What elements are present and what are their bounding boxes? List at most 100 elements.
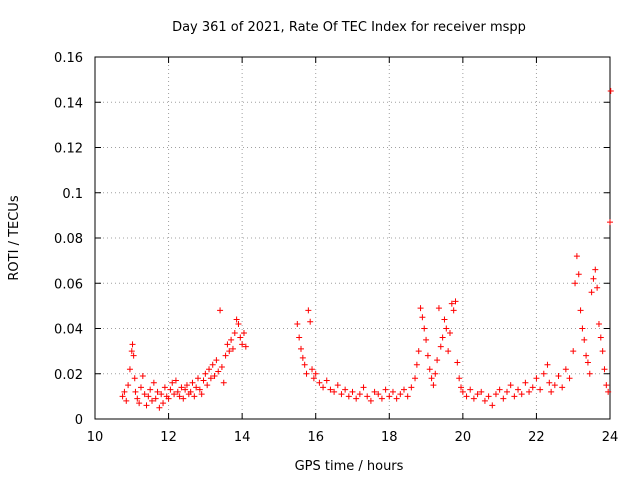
data-point (158, 391, 165, 398)
data-point (237, 334, 244, 341)
data-point (382, 386, 389, 393)
data-point (360, 384, 367, 391)
y-tick-label: 0.1 (62, 187, 83, 202)
data-point (307, 318, 314, 325)
data-point (240, 330, 247, 337)
data-point (235, 320, 242, 327)
data-point (537, 386, 544, 393)
data-point (450, 307, 457, 314)
data-point (470, 395, 477, 402)
data-point (526, 388, 533, 395)
data-point (349, 388, 356, 395)
x-tick-label: 14 (234, 430, 251, 445)
data-point (607, 87, 614, 94)
data-point (169, 379, 176, 386)
data-point (342, 386, 349, 393)
data-point (207, 375, 214, 382)
data-point (417, 305, 424, 312)
data-point (485, 393, 492, 400)
data-point (294, 320, 301, 327)
data-point (130, 352, 137, 359)
data-point (137, 384, 144, 391)
data-point (171, 391, 178, 398)
data-point (327, 386, 334, 393)
data-point (228, 336, 235, 343)
data-point (239, 341, 246, 348)
data-point (209, 361, 216, 368)
data-point (404, 393, 411, 400)
data-point (231, 330, 238, 337)
data-point (393, 395, 400, 402)
data-point (152, 395, 159, 402)
data-point (603, 382, 610, 389)
data-point (296, 334, 303, 341)
data-point (492, 391, 499, 398)
data-point (172, 377, 179, 384)
x-tick-label: 24 (602, 430, 619, 445)
x-tick-label: 12 (160, 430, 177, 445)
data-point (331, 388, 338, 395)
data-point (129, 341, 136, 348)
data-point (594, 284, 601, 291)
data-point (452, 298, 459, 305)
data-point (229, 345, 236, 352)
data-point (233, 316, 240, 323)
data-point (224, 341, 231, 348)
data-point (496, 386, 503, 393)
data-point (459, 388, 466, 395)
data-point (599, 348, 606, 355)
data-point (182, 386, 189, 393)
data-point (581, 336, 588, 343)
data-point (211, 373, 218, 380)
data-point (154, 388, 161, 395)
data-point (577, 307, 584, 314)
data-point (217, 307, 224, 314)
data-point (310, 375, 317, 382)
data-point (145, 393, 152, 400)
data-point (401, 386, 407, 393)
data-point (316, 379, 323, 386)
data-point (338, 391, 345, 398)
grid-lines (95, 57, 610, 419)
y-tick-label: 0.06 (54, 277, 83, 292)
data-point (353, 395, 360, 402)
y-tick-labels: 0 0.02 0.04 0.06 0.08 0.1 0.12 0.14 0.16 (54, 51, 83, 428)
data-point (128, 348, 135, 355)
data-point (204, 382, 211, 389)
data-point (226, 348, 233, 355)
data-point (301, 361, 308, 368)
data-point (533, 375, 540, 382)
data-points (119, 87, 614, 411)
data-point (371, 388, 378, 395)
data-point (426, 366, 433, 373)
data-point (364, 393, 371, 400)
data-point (601, 366, 608, 373)
data-point (518, 391, 525, 398)
data-point (435, 305, 442, 312)
data-point (559, 384, 566, 391)
data-point (334, 382, 341, 389)
x-tick-labels: 10 12 14 16 18 20 22 24 (87, 430, 619, 445)
data-point (415, 348, 422, 355)
data-point (583, 352, 590, 359)
data-point (504, 388, 510, 395)
data-point (165, 395, 172, 402)
data-point (323, 377, 330, 384)
y-tick-label: 0 (75, 413, 83, 428)
data-point (454, 359, 461, 366)
data-point (195, 375, 201, 382)
data-point (434, 357, 441, 364)
data-point (242, 343, 249, 350)
data-point (303, 370, 310, 377)
data-point (588, 289, 595, 296)
data-point (546, 379, 553, 386)
data-point (597, 334, 604, 341)
data-point (566, 375, 573, 382)
data-point (424, 352, 431, 359)
data-point (522, 379, 529, 386)
data-point (432, 370, 439, 377)
data-point (456, 375, 463, 382)
data-point (312, 370, 319, 377)
data-point (511, 393, 518, 400)
data-point (134, 395, 141, 402)
